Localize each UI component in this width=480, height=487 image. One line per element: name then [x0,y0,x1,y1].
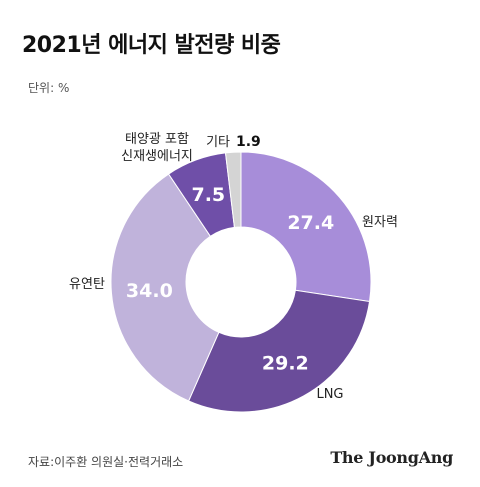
slice-value-label-4: 1.9 [236,134,261,150]
slice-0 [240,151,372,303]
slice-4 [224,151,242,228]
slice-value-label-1: 29.2 [262,353,309,375]
slices [110,151,372,413]
source-note: 자료:이주환 의원실·전력거래소 [28,455,184,469]
slice-category-label-1: LNG [316,387,343,402]
slice-category-label-line: 신재생에너지 [121,149,193,164]
brand-logo: The JoongAng [330,448,453,467]
slice-category-label-line: 태양광 포함 [125,132,189,147]
slice-category-label-4: 기타 [206,135,230,150]
chart-title: 2021년 에너지 발전량 비중 [22,33,281,58]
slice-category-label-0: 원자력 [362,215,398,230]
slice-2 [110,173,220,402]
unit-label: 단위: % [28,81,70,95]
slice-1 [187,289,371,413]
slice-category-label-2: 유연탄 [69,277,105,292]
slice-value-label-2: 34.0 [126,280,173,302]
slice-value-label-3: 7.5 [191,184,225,206]
slice-value-label-0: 27.4 [287,212,334,234]
